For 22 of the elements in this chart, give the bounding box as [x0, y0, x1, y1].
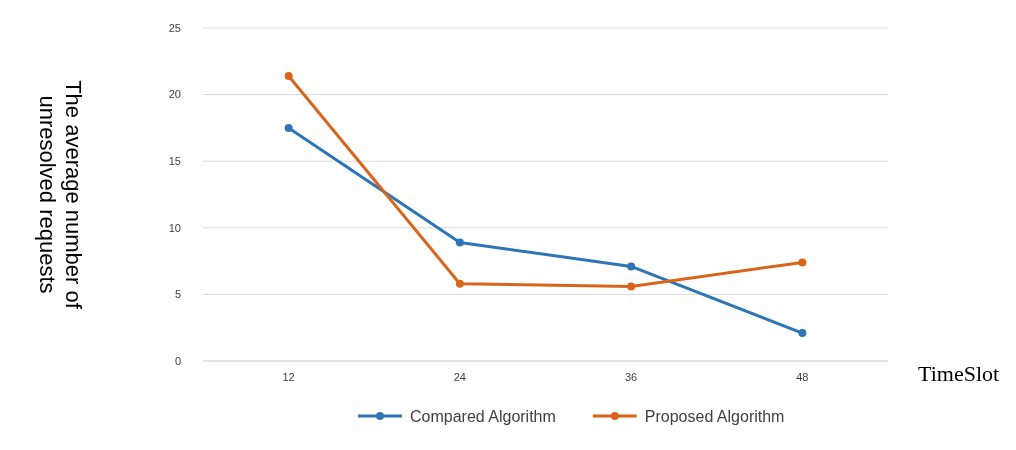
point [798, 329, 807, 338]
y-tick-label: 10 [168, 221, 181, 234]
point [284, 123, 293, 132]
point [798, 258, 807, 267]
point [455, 238, 464, 247]
point [284, 71, 293, 80]
legend-label: Proposed Algorithm [644, 407, 785, 425]
y-tick-label: 0 [174, 354, 181, 367]
x-tick-label: 36 [625, 371, 638, 383]
y-axis-title: The average number of unresolved requests [35, 80, 86, 310]
x-tick-label: 24 [453, 371, 466, 383]
legend-label: Compared Algorithm [410, 407, 556, 425]
y-tick-label: 5 [174, 288, 181, 301]
y-tick-label: 15 [168, 155, 181, 168]
y-tick-label: 20 [168, 88, 181, 101]
x-tick-label: 48 [796, 371, 809, 383]
point [627, 262, 636, 271]
y-tick-label: 25 [168, 21, 181, 34]
x-tick-label: 12 [282, 371, 295, 383]
point [627, 282, 636, 291]
point [455, 279, 464, 288]
x-axis-title: TimeSlot [918, 361, 1000, 386]
